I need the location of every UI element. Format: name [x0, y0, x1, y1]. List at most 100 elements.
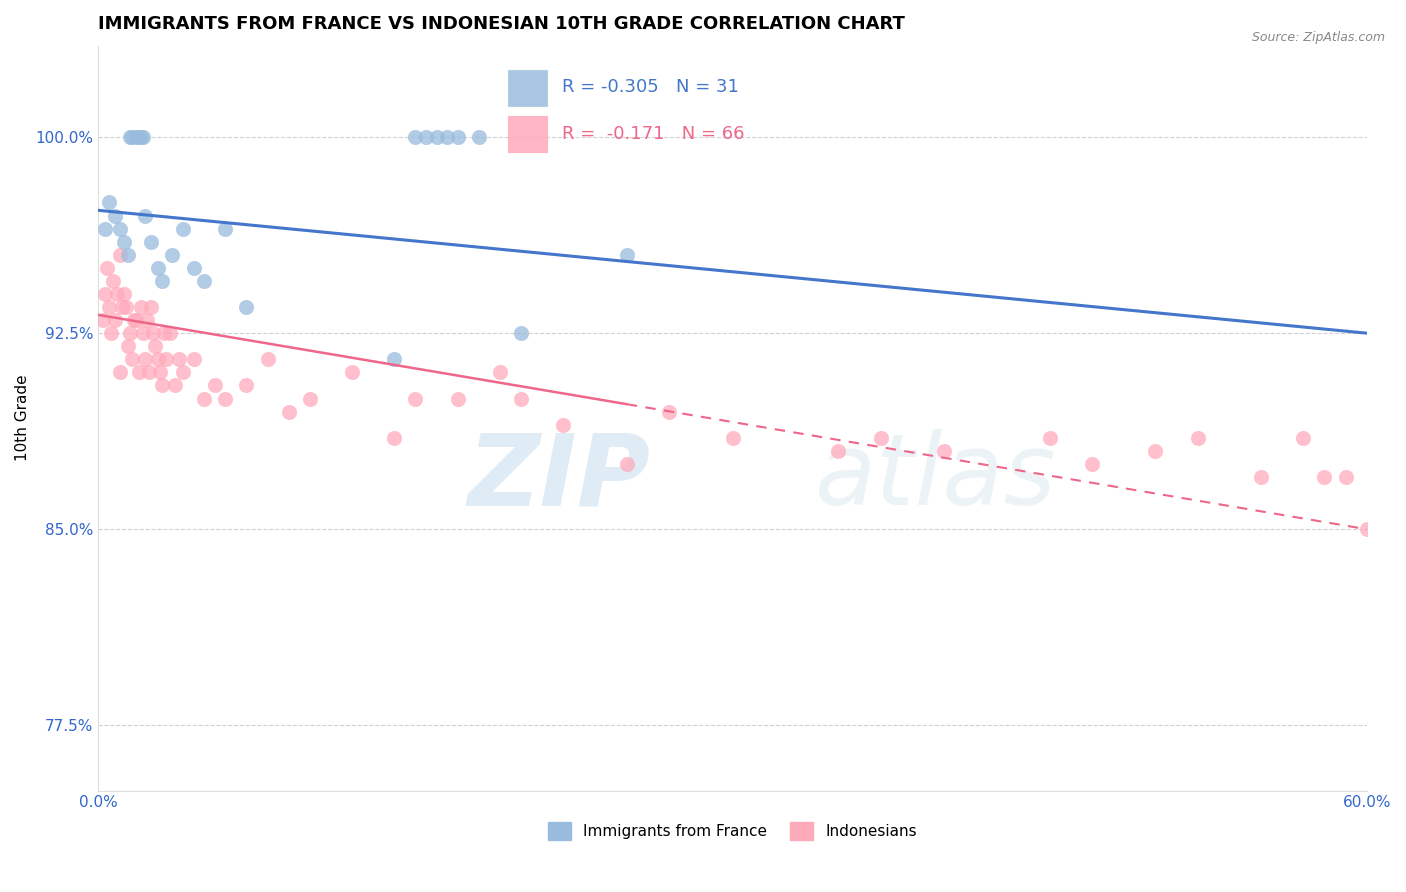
- Point: [145, 339, 167, 353]
- Point: [108, 221, 131, 235]
- Point: [193, 392, 215, 406]
- Point: [1039, 431, 1062, 445]
- Point: [1355, 522, 1378, 536]
- Point: [1292, 431, 1315, 445]
- Text: atlas: atlas: [815, 429, 1057, 526]
- Point: [94, 287, 117, 301]
- Point: [108, 248, 131, 262]
- Point: [183, 352, 205, 367]
- Point: [100, 326, 122, 341]
- Point: [103, 274, 125, 288]
- Point: [94, 221, 117, 235]
- Point: [1187, 431, 1209, 445]
- Point: [142, 326, 165, 341]
- Point: [104, 313, 127, 327]
- Point: [256, 352, 278, 367]
- Point: [235, 378, 257, 392]
- Point: [510, 326, 533, 341]
- Y-axis label: 10th Grade: 10th Grade: [15, 375, 30, 461]
- Point: [125, 313, 148, 327]
- Point: [111, 300, 134, 314]
- Point: [426, 130, 449, 145]
- Point: [120, 130, 142, 145]
- Point: [134, 209, 156, 223]
- Point: [214, 221, 236, 235]
- Point: [112, 235, 135, 249]
- Point: [468, 130, 491, 145]
- Point: [1144, 443, 1167, 458]
- Point: [134, 352, 156, 367]
- Point: [124, 313, 146, 327]
- Point: [132, 326, 155, 341]
- Point: [405, 392, 427, 406]
- Point: [183, 260, 205, 275]
- Point: [136, 313, 159, 327]
- Point: [132, 130, 155, 145]
- Point: [104, 209, 127, 223]
- Point: [98, 300, 121, 314]
- Point: [235, 300, 257, 314]
- Point: [117, 248, 139, 262]
- Point: [193, 274, 215, 288]
- Point: [128, 365, 150, 379]
- Point: [553, 417, 575, 432]
- Point: [214, 392, 236, 406]
- Point: [827, 443, 849, 458]
- Point: [125, 130, 148, 145]
- Point: [121, 130, 143, 145]
- Point: [1313, 470, 1336, 484]
- Point: [121, 352, 143, 367]
- Point: [91, 313, 114, 327]
- Point: [129, 130, 152, 145]
- Point: [1250, 470, 1272, 484]
- Point: [489, 365, 512, 379]
- Text: Source: ZipAtlas.com: Source: ZipAtlas.com: [1251, 31, 1385, 45]
- Point: [115, 300, 138, 314]
- Point: [616, 248, 638, 262]
- Point: [277, 404, 299, 418]
- Point: [146, 352, 169, 367]
- Point: [1334, 470, 1357, 484]
- Point: [128, 130, 150, 145]
- Point: [447, 130, 470, 145]
- Point: [159, 326, 181, 341]
- Text: IMMIGRANTS FROM FRANCE VS INDONESIAN 10TH GRADE CORRELATION CHART: IMMIGRANTS FROM FRANCE VS INDONESIAN 10T…: [98, 15, 905, 33]
- Point: [146, 260, 169, 275]
- Point: [510, 392, 533, 406]
- Point: [172, 221, 194, 235]
- Point: [155, 352, 177, 367]
- Point: [141, 235, 163, 249]
- Point: [447, 392, 470, 406]
- Point: [112, 287, 135, 301]
- Point: [96, 260, 118, 275]
- Point: [98, 195, 121, 210]
- Point: [108, 365, 131, 379]
- Point: [163, 378, 186, 392]
- Point: [405, 130, 427, 145]
- Point: [150, 274, 173, 288]
- Point: [1081, 457, 1104, 471]
- Point: [150, 378, 173, 392]
- Point: [658, 404, 681, 418]
- Legend: Immigrants from France, Indonesians: Immigrants from France, Indonesians: [543, 815, 924, 847]
- Point: [721, 431, 744, 445]
- Point: [298, 392, 321, 406]
- Point: [107, 287, 129, 301]
- Point: [436, 130, 458, 145]
- Point: [141, 300, 163, 314]
- Point: [616, 457, 638, 471]
- Point: [153, 326, 176, 341]
- Point: [149, 365, 172, 379]
- Point: [120, 326, 142, 341]
- Text: ZIP: ZIP: [467, 429, 650, 526]
- Point: [117, 339, 139, 353]
- Point: [172, 365, 194, 379]
- Point: [382, 431, 405, 445]
- Point: [382, 352, 405, 367]
- Point: [138, 365, 160, 379]
- Point: [129, 300, 152, 314]
- Point: [204, 378, 226, 392]
- Point: [932, 443, 955, 458]
- Point: [869, 431, 891, 445]
- Point: [162, 248, 184, 262]
